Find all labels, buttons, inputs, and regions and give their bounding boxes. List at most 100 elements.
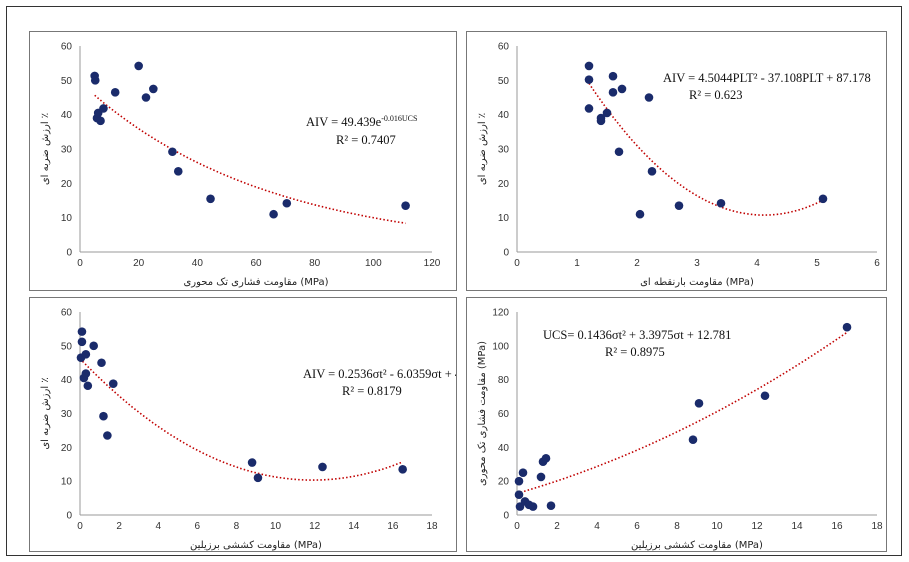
- y-tick-label: 20: [61, 443, 73, 454]
- y-tick-label: 0: [66, 511, 72, 522]
- y-tick-label: 100: [492, 341, 509, 352]
- x-tick-label: 6: [874, 258, 880, 269]
- equation-exponent: -0.016UCS: [381, 114, 417, 123]
- trend-equation: AIV = 49.439e-0.016UCS: [306, 114, 417, 129]
- data-point: [103, 431, 112, 440]
- data-point: [635, 209, 645, 219]
- x-tick-label: 1: [574, 258, 580, 269]
- data-point: [269, 209, 278, 219]
- data-point: [110, 88, 120, 97]
- y-tick-label: 0: [503, 248, 509, 259]
- y-tick-label: 30: [498, 145, 510, 156]
- data-point: [528, 502, 538, 511]
- y-tick-label: 60: [61, 42, 73, 53]
- y-axis-title: ارزش ضربه ای ٪: [40, 377, 51, 449]
- data-point: [141, 93, 151, 102]
- x-axis-title: مقاومت کششی برزیلین (MPa): [631, 540, 763, 551]
- data-point: [401, 201, 410, 210]
- y-axis-title: مقاومت فشاری تک محوری (MPa): [477, 341, 488, 486]
- x-tick-label: 40: [192, 258, 204, 269]
- x-tick-label: 8: [234, 521, 240, 532]
- data-point: [318, 462, 327, 472]
- y-tick-label: 20: [498, 179, 510, 190]
- x-tick-label: 4: [754, 258, 760, 269]
- data-point: [77, 337, 87, 347]
- chart-aiv-vs-plt: 0 1 2 3 4 5 6 0 10 20 30 40 50 60 مقاومت بارنقطه ای (M…: [466, 31, 887, 291]
- data-point: [614, 147, 624, 157]
- y-tick-label: 50: [61, 76, 73, 87]
- data-point: [674, 201, 684, 210]
- data-point: [96, 116, 105, 126]
- x-tick-label: 16: [831, 521, 843, 532]
- data-point: [514, 476, 524, 486]
- data-point: [253, 473, 263, 483]
- r-squared-label: R² = 0.8975: [605, 345, 665, 359]
- x-axis-title: مقاومت بارنقطه ای (MPa): [640, 277, 754, 288]
- y-tick-label: 60: [61, 308, 73, 319]
- data-point: [546, 501, 556, 510]
- chart-ucs-vs-bts: 0 2 4 6 8 10 12 14 16 18 0 20 40 60 80 100 120 مقاومت کشش…: [466, 297, 887, 552]
- data-point: [541, 454, 551, 463]
- x-tick-label: 2: [634, 258, 640, 269]
- data-point: [818, 194, 828, 204]
- y-tick-label: 30: [61, 145, 73, 156]
- x-tick-label: 0: [77, 521, 83, 532]
- data-point: [608, 71, 618, 81]
- y-axis-title: ارزش ضربه ای ٪: [40, 113, 51, 185]
- r-squared-label: R² = 0.8179: [342, 384, 402, 398]
- x-tick-label: 120: [424, 258, 441, 269]
- data-point: [694, 399, 704, 408]
- y-tick-label: 20: [61, 179, 73, 190]
- data-point: [247, 458, 257, 467]
- data-point: [647, 167, 657, 176]
- x-tick-label: 0: [514, 521, 520, 532]
- x-tick-label: 2: [554, 521, 560, 532]
- trendline: [516, 331, 848, 495]
- chart-aiv-vs-bts: 0 2 4 6 8 10 12 14 16 18 0 10 20 30 40 50 60 مقاومت کششی …: [29, 297, 457, 552]
- data-point: [514, 490, 524, 499]
- y-tick-label: 10: [498, 213, 510, 224]
- x-tick-label: 5: [814, 258, 820, 269]
- r-squared-label: R² = 0.7407: [336, 133, 396, 147]
- data-point: [584, 61, 594, 71]
- data-point: [83, 381, 93, 391]
- x-tick-label: 2: [116, 521, 122, 532]
- data-point: [77, 327, 87, 336]
- y-tick-label: 10: [61, 213, 73, 224]
- x-tick-label: 80: [309, 258, 321, 269]
- data-point: [89, 341, 98, 351]
- data-point: [842, 322, 852, 332]
- trendline: [588, 82, 824, 216]
- equation-text: AIV = 0.2536σt² - 6.0359σt + 46.234: [303, 367, 456, 381]
- data-point: [90, 76, 100, 85]
- y-tick-label: 10: [61, 477, 73, 488]
- x-tick-label: 6: [634, 521, 640, 532]
- x-tick-label: 3: [694, 258, 700, 269]
- data-point: [99, 411, 108, 421]
- data-point: [108, 379, 118, 389]
- x-tick-label: 14: [348, 521, 360, 532]
- data-point: [99, 104, 108, 113]
- figure-frame: 0 20 40 60 80 100 120 0 10 20 30 40 50 60 مقاومت فشاری…: [6, 6, 902, 556]
- y-tick-label: 40: [498, 443, 510, 454]
- data-point: [398, 465, 407, 474]
- y-tick-label: 20: [498, 477, 510, 488]
- data-point: [608, 88, 618, 97]
- data-point: [81, 369, 91, 378]
- data-point: [518, 468, 528, 478]
- y-tick-label: 60: [498, 409, 510, 420]
- data-point: [149, 84, 158, 94]
- r-squared-label: R² = 0.623: [689, 88, 743, 102]
- trend-equation: UCS= 0.1436σt² + 3.3975σt + 12.781: [543, 328, 731, 342]
- y-tick-label: 40: [61, 375, 73, 386]
- x-axis-title: مقاومت کششی برزیلین (MPa): [190, 540, 322, 551]
- x-tick-label: 8: [674, 521, 680, 532]
- y-tick-label: 0: [503, 511, 509, 522]
- x-tick-label: 6: [195, 521, 201, 532]
- y-tick-label: 50: [61, 341, 73, 352]
- x-tick-label: 10: [270, 521, 282, 532]
- y-tick-label: 40: [61, 110, 73, 121]
- trend-equation: AIV = 0.2536σt² - 6.0359σt + 46.234: [303, 367, 456, 381]
- y-tick-label: 0: [66, 248, 72, 259]
- data-point: [134, 61, 143, 71]
